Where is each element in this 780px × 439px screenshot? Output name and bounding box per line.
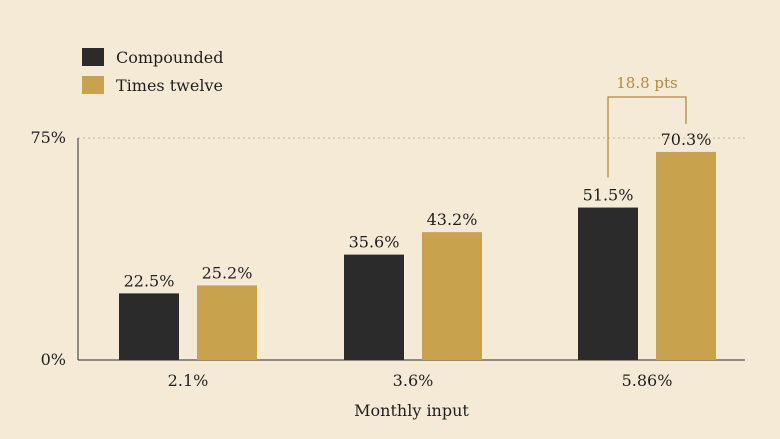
legend-label: Times twelve	[116, 76, 223, 95]
bar-times-twelve	[656, 151, 716, 360]
x-tick-label: 3.6%	[393, 371, 434, 390]
x-tick-label: 5.86%	[622, 371, 673, 390]
x-tick-label: 2.1%	[168, 371, 209, 390]
bar-compounded	[119, 293, 179, 360]
y-tick-label: 75%	[30, 128, 66, 147]
bar-value-label: 35.6%	[349, 233, 400, 252]
y-tick-label: 0%	[41, 350, 66, 369]
bar-value-label: 43.2%	[427, 210, 478, 229]
legend-label: Compounded	[116, 48, 223, 67]
bar-times-twelve	[422, 232, 482, 360]
difference-bracket	[607, 96, 687, 178]
bar-value-label: 70.3%	[661, 130, 712, 149]
bar-value-label: 51.5%	[583, 186, 634, 205]
bar-compounded	[578, 207, 638, 360]
bar-compounded	[344, 254, 404, 360]
difference-annotation: 18.8 pts	[616, 74, 678, 92]
legend-swatch	[82, 48, 104, 66]
x-axis-title: Monthly input	[354, 401, 469, 420]
legend-swatch	[82, 76, 104, 94]
bar-times-twelve	[197, 285, 257, 360]
bar-value-label: 25.2%	[202, 263, 253, 282]
bar-value-label: 22.5%	[124, 271, 175, 290]
